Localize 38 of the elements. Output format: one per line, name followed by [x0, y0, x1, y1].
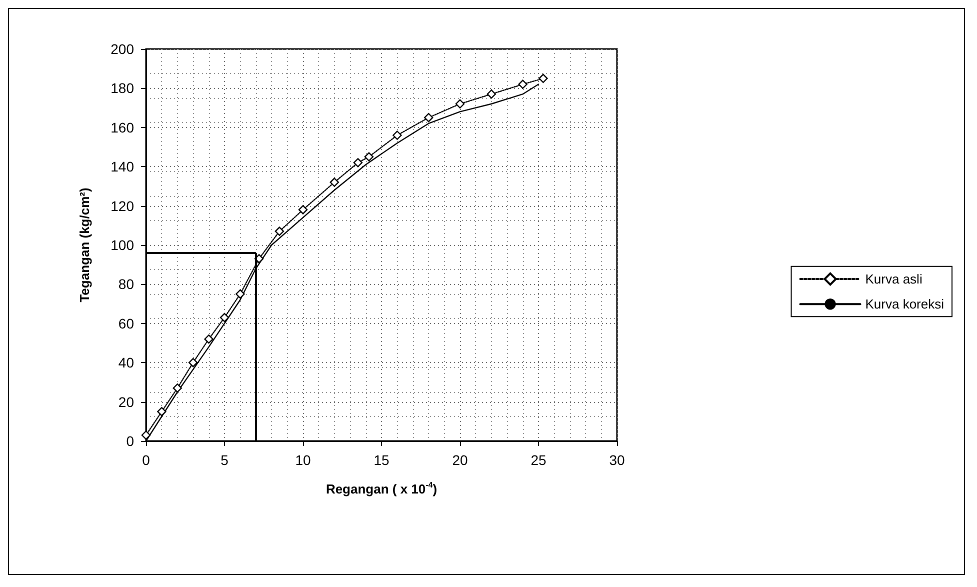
point	[220, 312, 230, 322]
y-tick-label: 60	[118, 315, 134, 332]
y-tick-label: 80	[118, 276, 134, 292]
point	[157, 407, 166, 416]
y-tick-label: 40	[118, 354, 134, 371]
legend-label: Kurva asli	[865, 272, 922, 286]
y-tick-label: 140	[110, 158, 134, 175]
y-tick-label: 0	[126, 433, 134, 449]
point	[392, 130, 402, 140]
point	[236, 289, 245, 299]
y-tick-label: 100	[110, 237, 134, 253]
y-tick-label: 120	[110, 198, 134, 214]
x-tick-label: 5	[220, 452, 229, 468]
point	[455, 99, 465, 108]
point	[172, 383, 182, 393]
y-tick-label: 160	[110, 119, 134, 136]
point	[353, 158, 363, 168]
point	[424, 113, 434, 122]
y-tick-label: 20	[118, 394, 134, 410]
x-tick-label: 30	[609, 452, 625, 468]
y-tick-label: 180	[110, 80, 134, 96]
x-tick-label: 15	[374, 452, 390, 468]
y-tick-label: 200	[110, 41, 134, 57]
x-tick-label: 0	[142, 452, 150, 468]
point	[518, 80, 528, 89]
point	[298, 205, 308, 214]
point	[188, 358, 198, 368]
point	[364, 152, 374, 162]
x-tick-label: 10	[295, 452, 311, 468]
x-tick-label: 20	[452, 452, 468, 468]
y-axis-title: Tegangan (kg/cm²)	[77, 188, 92, 302]
point	[538, 74, 548, 83]
point	[330, 178, 339, 187]
point	[204, 334, 214, 344]
legend-label: Kurva koreksi	[865, 296, 944, 312]
point	[274, 226, 284, 236]
x-tick-label: 25	[530, 452, 546, 468]
point	[486, 89, 496, 99]
